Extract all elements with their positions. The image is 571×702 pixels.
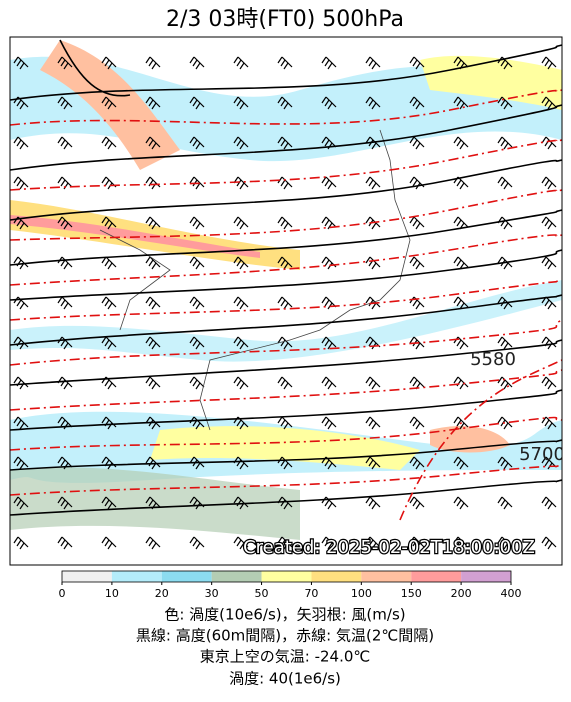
- contour-label: 5700: [519, 444, 565, 465]
- colorbar-tick-label: 0: [59, 587, 66, 600]
- colorbar-tick-label: 200: [451, 587, 472, 600]
- colorbar-frame: [61, 570, 512, 583]
- caption: 色: 渦度(10e6/s)，矢羽根: 風(m/s): [164, 606, 405, 624]
- colorbar-segment: [261, 571, 312, 582]
- colorbar-segment: [461, 571, 511, 582]
- map-frame: [9, 36, 563, 566]
- caption: 東京上空の気温: -24.0℃: [200, 648, 370, 666]
- title: 2/3 03時(FT0) 500hPa: [166, 7, 404, 32]
- colorbar-segment: [311, 571, 362, 582]
- colorbar-tick-label: 20: [155, 587, 169, 600]
- colorbar-tick-label: 30: [205, 587, 219, 600]
- colorbar-segment: [411, 571, 462, 582]
- caption: 黒線: 高度(60m間隔)，赤線: 気温(2℃間隔): [136, 627, 434, 645]
- colorbar-tick-label: 100: [351, 587, 372, 600]
- colorbar-segment: [111, 571, 162, 582]
- colorbar-tick-label: 400: [501, 587, 522, 600]
- colorbar-segment: [161, 571, 212, 582]
- colorbar-segment: [211, 571, 262, 582]
- contour-label: 5580: [470, 349, 516, 370]
- colorbar-tick-label: 150: [401, 587, 422, 600]
- colorbar: 0 10 20 30 50 70 100 150 200 400: [59, 570, 522, 600]
- colorbar-tick-label: 50: [255, 587, 269, 600]
- caption: 渦度: 40(1e6/s): [229, 670, 341, 688]
- colorbar-tick-label: 70: [304, 587, 318, 600]
- colorbar-segment: [62, 571, 112, 582]
- map: 5580 5700 Created: 2025-02-02T18:00:00Z: [10, 37, 565, 565]
- colorbar-tick-label: 10: [105, 587, 119, 600]
- colorbar-segment: [361, 571, 412, 582]
- created-label: Created: 2025-02-02T18:00:00Z: [243, 537, 535, 558]
